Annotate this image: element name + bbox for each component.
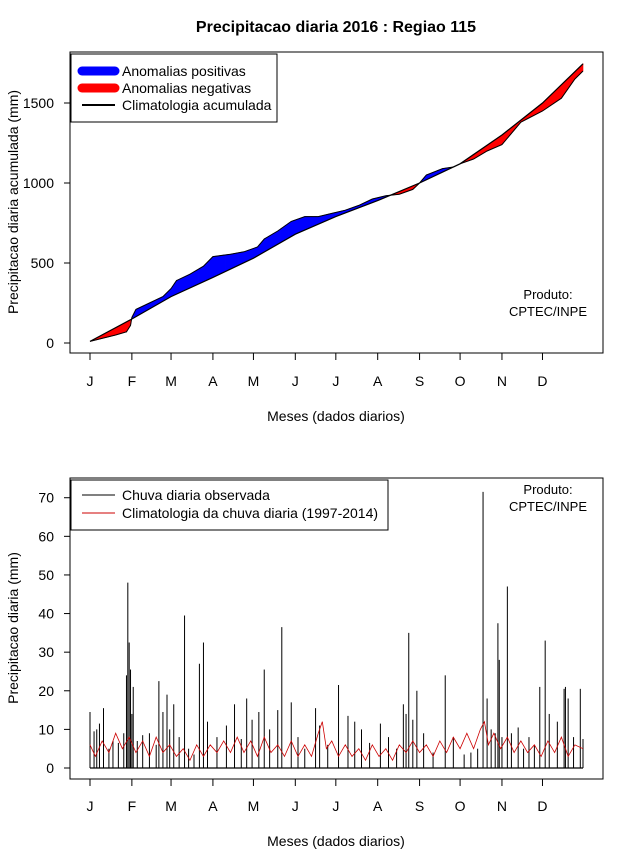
top-annotation-line2: CPTEC/INPE (509, 304, 587, 319)
bottom-legend-label-observed: Chuva diaria observada (122, 487, 270, 503)
top-x-tick-label: F (128, 373, 137, 389)
top-y-tick-label: 0 (46, 335, 54, 351)
bottom-y-tick-label: 70 (38, 490, 54, 506)
top-x-tick-label: A (373, 373, 383, 389)
bottom-annotation-line1: Produto: (523, 482, 572, 497)
main-title: Precipitacao diaria 2016 : Regiao 115 (196, 19, 476, 36)
top-x-tick-label: J (87, 373, 94, 389)
bottom-x-tick-label: A (373, 798, 383, 814)
bottom-annotation-line2: CPTEC/INPE (509, 499, 587, 514)
top-y-tick-label: 1000 (23, 175, 54, 191)
bottom-y-axis-label: Precipitacao diaria (mm) (5, 552, 21, 704)
observed-accumulated-line (89, 70, 584, 342)
bottom-legend-label-climatology: Climatologia da chuva diaria (1997-2014) (122, 505, 378, 521)
bottom-x-tick-label: O (455, 798, 466, 814)
top-chart: 0 500 1000 1500 J F M A M J J A S O N D Precipitacao d… (5, 51, 604, 424)
top-legend-label-negative: Anomalias negativas (122, 80, 251, 96)
bottom-y-tick-label: 20 (38, 683, 54, 699)
bottom-x-tick-label: J (87, 798, 94, 814)
bottom-x-tick-label: M (248, 798, 260, 814)
top-y-tick-label: 500 (31, 255, 55, 271)
bottom-y-tick-label: 40 (38, 606, 54, 622)
bottom-y-tick-label: 0 (46, 760, 54, 776)
bottom-legend-box (70, 479, 389, 531)
bottom-y-tick-label: 60 (38, 528, 54, 544)
top-annotation-line1: Produto: (523, 287, 572, 302)
top-y-tick-label: 1500 (23, 95, 54, 111)
bottom-x-tick-label: D (537, 798, 547, 814)
top-x-tick-label: D (537, 373, 547, 389)
bottom-x-tick-label: M (165, 798, 177, 814)
top-y-axis-label: Precipitacao diaria acumulada (mm) (5, 90, 21, 314)
bottom-x-tick-label: F (128, 798, 137, 814)
bottom-x-tick-label: S (415, 798, 424, 814)
bottom-y-tick-label: 10 (38, 721, 54, 737)
top-x-tick-label: M (248, 373, 260, 389)
top-legend-label-climatology: Climatologia acumulada (122, 97, 272, 113)
bottom-x-tick-label: A (208, 798, 218, 814)
top-legend-label-positive: Anomalias positivas (122, 63, 246, 79)
top-legend: Anomalias positivas Anomalias negativas … (70, 53, 278, 123)
bottom-x-axis-label: Meses (dados diarios) (267, 833, 405, 849)
top-x-tick-label: N (497, 373, 507, 389)
climatology-daily-line (89, 720, 584, 762)
top-x-tick-label: A (208, 373, 218, 389)
bottom-y-tick-label: 50 (38, 567, 54, 583)
bottom-chart: 0 10 20 30 40 50 60 70 J F M A M J J A S O N D Precipitaca… (5, 477, 604, 849)
top-x-tick-label: J (332, 373, 339, 389)
bottom-x-tick-label: N (497, 798, 507, 814)
top-x-tick-label: M (165, 373, 177, 389)
top-x-tick-label: O (455, 373, 466, 389)
bottom-x-tick-label: J (332, 798, 339, 814)
top-x-axis-label: Meses (dados diarios) (267, 408, 405, 424)
top-x-tick-label: J (292, 373, 299, 389)
bottom-legend: Chuva diaria observada Climatologia da c… (70, 479, 389, 531)
top-x-tick-label: S (415, 373, 424, 389)
climatology-accumulated-line (89, 63, 584, 342)
bottom-y-tick-label: 30 (38, 644, 54, 660)
bottom-x-tick-label: J (292, 798, 299, 814)
